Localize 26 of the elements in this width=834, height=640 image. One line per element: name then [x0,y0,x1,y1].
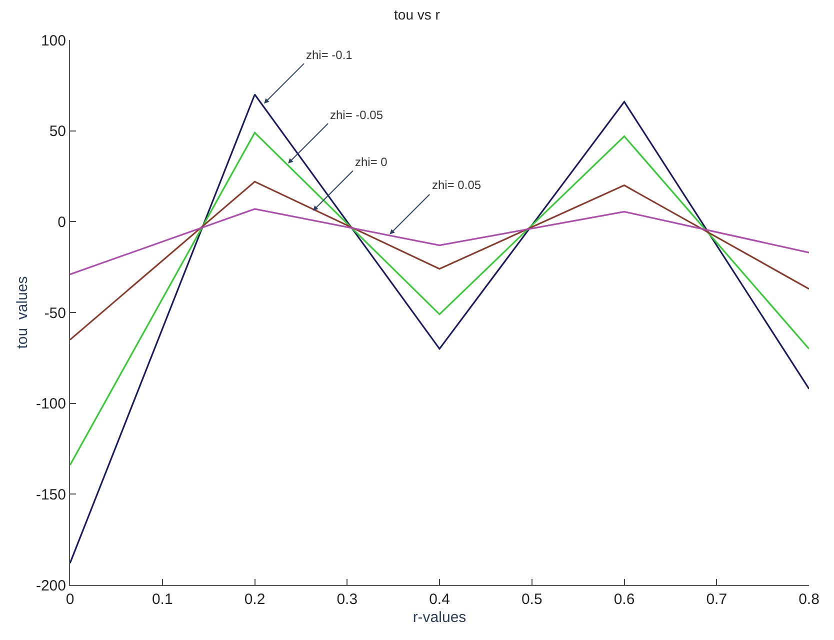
y-tick-label: 50 [49,123,66,140]
x-tick-label: 0.2 [244,591,266,608]
line-series [70,208,809,276]
line-series [70,132,809,466]
y-tick-label: -100 [36,396,66,413]
x-tick-label: 0.5 [521,591,542,608]
x-axis-title: r-values [412,609,466,626]
annotation: zhi= 0 [355,155,388,169]
y-tick-label: 0 [58,214,66,231]
chart-title: tou vs r [394,6,440,22]
x-tick-label: 0.6 [614,591,635,608]
x-tick-label: 0.7 [706,591,728,608]
annotation: zhi= -0.1 [306,48,353,62]
line-series [70,180,809,341]
y-tick-label: -200 [36,577,66,594]
x-tick-label: 0.3 [336,591,358,608]
y-tick-label: -50 [44,304,66,322]
y-tick-label: 100 [40,32,66,50]
x-tick-label: 0.1 [152,591,173,608]
y-tick-label: -150 [36,486,66,504]
x-tick-label: 0.4 [429,591,450,608]
x-tick-label: 0.8 [798,591,820,608]
annotation: zhi= 0.05 [432,178,482,192]
annotation: zhi= -0.05 [330,108,384,122]
line-series [70,94,809,564]
y-axis-title: tou values [14,276,32,349]
